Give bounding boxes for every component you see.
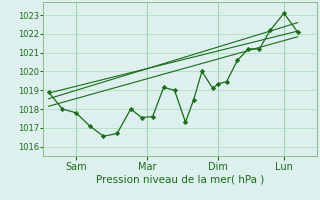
X-axis label: Pression niveau de la mer( hPa ): Pression niveau de la mer( hPa ) [96, 174, 264, 184]
